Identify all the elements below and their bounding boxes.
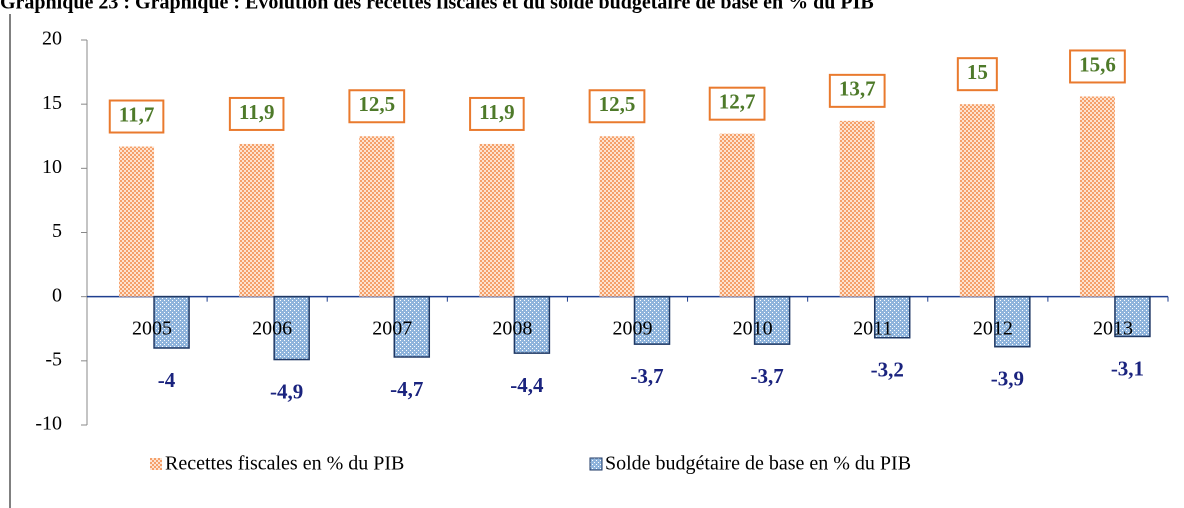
bar <box>633 295 671 345</box>
value-label-box <box>1069 49 1126 84</box>
value-label: -3,7 <box>630 364 663 388</box>
bar <box>479 143 515 297</box>
bar <box>873 295 911 339</box>
value-label-box <box>956 57 998 92</box>
x-tick-label: 2005 <box>132 317 172 339</box>
value-label: -3,2 <box>871 358 904 382</box>
bar <box>513 295 551 354</box>
y-tick-label: 20 <box>42 28 62 50</box>
value-label: -3,7 <box>750 364 783 388</box>
legend-swatch <box>150 458 162 470</box>
value-label: 12,7 <box>719 89 756 113</box>
value-label: 15 <box>967 60 988 84</box>
x-tick-label: 2012 <box>973 317 1013 339</box>
bar <box>994 295 1031 348</box>
x-tick-label: 2013 <box>1093 317 1133 339</box>
bar <box>359 136 395 297</box>
value-label: -3,9 <box>991 367 1024 391</box>
value-label: 11,9 <box>239 100 275 124</box>
value-label: -4,7 <box>390 377 423 401</box>
bar <box>599 136 635 297</box>
y-tick-label: 15 <box>42 92 62 114</box>
chart-title: Graphique 23 : Graphique : Évolution des… <box>0 0 874 14</box>
x-tick-label: 2007 <box>372 317 412 339</box>
bar <box>273 295 310 361</box>
bar <box>1079 96 1115 297</box>
value-label: -4,4 <box>510 373 544 397</box>
value-label: -3,1 <box>1111 356 1144 380</box>
x-tick-label: 2008 <box>492 317 532 339</box>
y-tick-label: -10 <box>35 413 62 435</box>
value-label: 13,7 <box>839 77 876 101</box>
bar <box>839 120 875 297</box>
y-tick-label: 5 <box>52 220 62 242</box>
bar <box>719 133 755 297</box>
bar <box>753 295 791 345</box>
value-label-box <box>469 96 525 131</box>
value-label: 11,9 <box>479 100 515 124</box>
bar <box>1114 295 1151 338</box>
value-label-box <box>828 73 886 108</box>
value-label-box <box>108 99 165 134</box>
x-tick-label: 2010 <box>733 317 773 339</box>
value-label: 15,6 <box>1079 52 1116 76</box>
value-label: 12,5 <box>599 92 636 116</box>
value-label-box <box>228 96 285 131</box>
value-label: 12,5 <box>358 92 395 116</box>
legend-label: Recettes fiscales en % du PIB <box>165 453 404 475</box>
bar <box>153 295 190 349</box>
bar <box>959 104 995 297</box>
x-tick-label: 2009 <box>613 317 653 339</box>
value-label: 11,7 <box>119 102 155 126</box>
y-tick-label: 0 <box>52 284 62 306</box>
bar <box>119 146 155 297</box>
legend-label: Solde budgétaire de base en % du PIB <box>605 453 911 475</box>
legend-swatch <box>589 457 603 471</box>
value-label: -4,9 <box>270 379 303 403</box>
bar <box>239 143 275 297</box>
bar <box>393 295 431 358</box>
value-label-box <box>348 89 406 124</box>
value-label: -4 <box>158 368 176 392</box>
x-tick-label: 2011 <box>853 317 892 339</box>
value-label-box <box>588 89 646 124</box>
value-label-box <box>708 86 766 121</box>
y-tick-label: -5 <box>45 348 62 370</box>
y-tick-label: 10 <box>42 156 62 178</box>
x-tick-label: 2006 <box>252 317 292 339</box>
